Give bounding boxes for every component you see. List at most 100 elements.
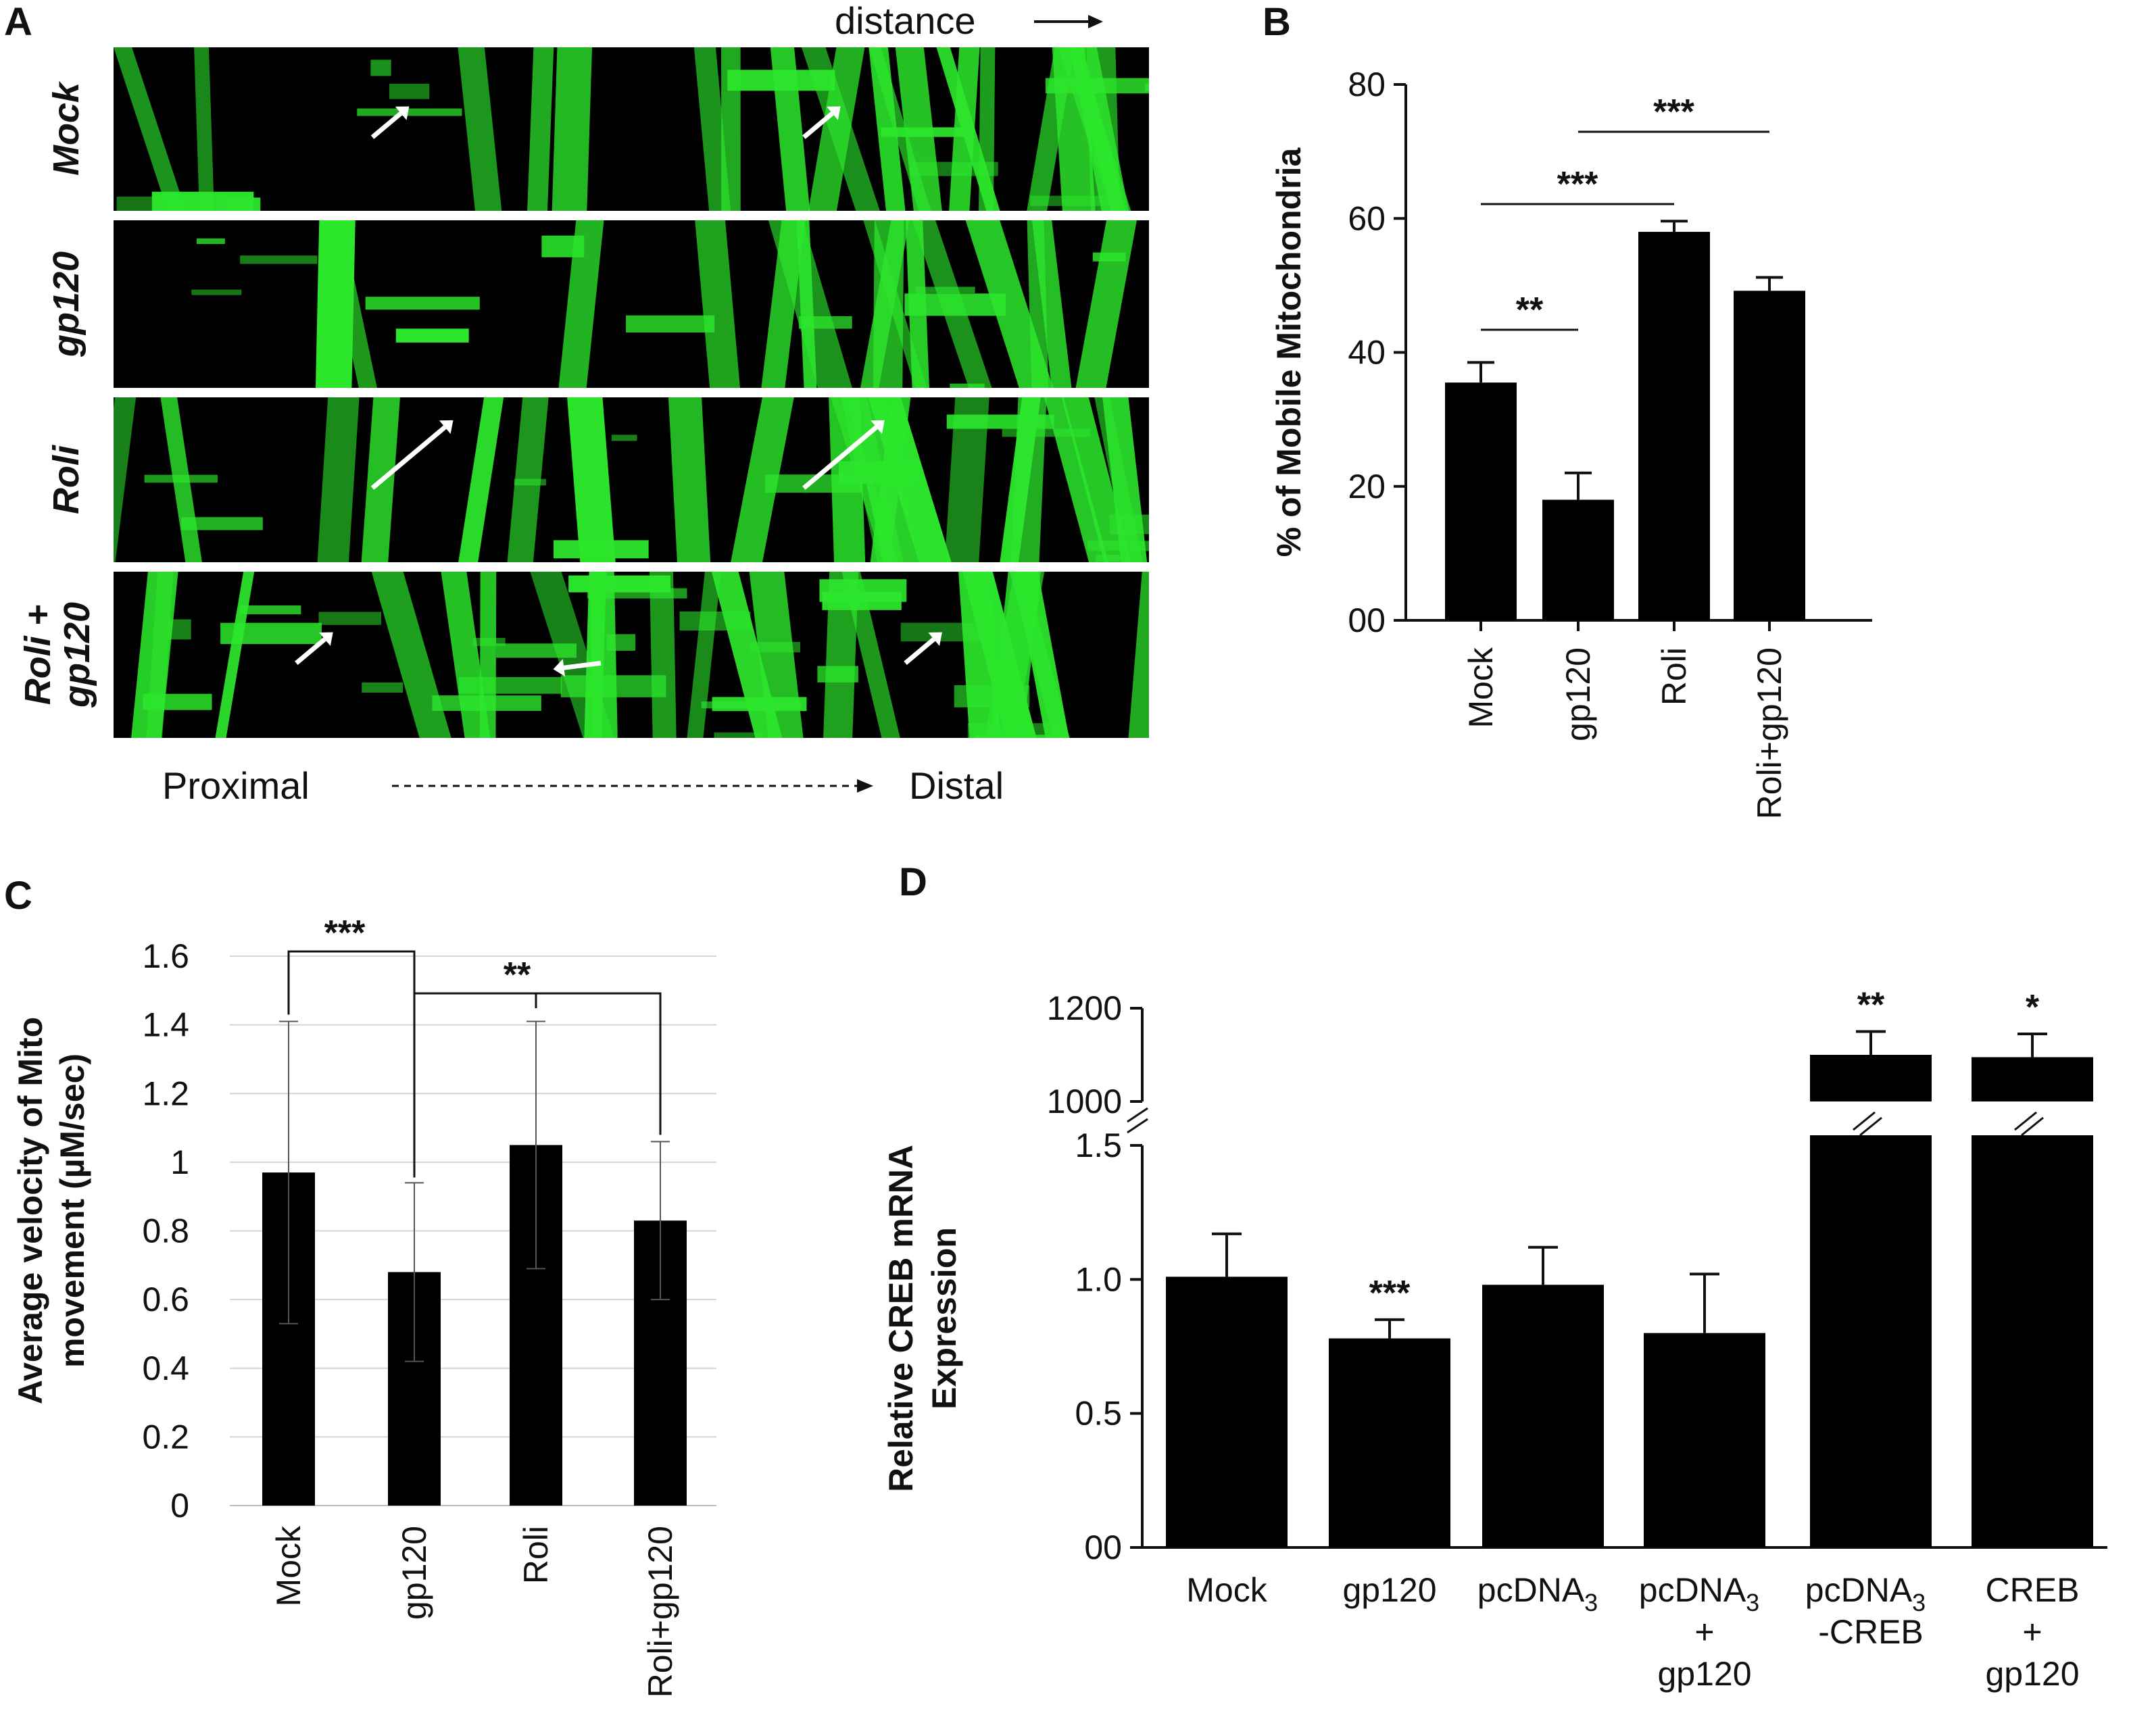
kymograph-streak	[761, 220, 806, 388]
panel-c-letter: C	[4, 874, 32, 918]
y-tick-label: 60	[1348, 199, 1386, 237]
bar-1	[1542, 499, 1614, 620]
kymograph-blob	[432, 695, 541, 711]
kymograph-blob	[458, 676, 562, 694]
panel-a-letter: A	[4, 0, 32, 44]
kymograph-arrow-icon	[370, 111, 403, 139]
kymograph-streak	[552, 47, 593, 211]
x-category-label-part: pcDNA	[1805, 1571, 1913, 1609]
significance-label: ***	[1557, 165, 1598, 204]
y-tick-label: 1.6	[142, 937, 189, 975]
kymograph-streak	[558, 220, 604, 388]
kymograph-blob	[144, 474, 218, 483]
y-tick-label: 00	[1084, 1529, 1122, 1566]
kymograph-streak	[944, 397, 989, 562]
kymograph-streak	[668, 397, 711, 562]
kymograph-arrow-icon	[563, 660, 602, 670]
bar-break-mark	[2014, 1111, 2037, 1131]
kymograph-streak	[317, 397, 360, 562]
kymograph-blob	[701, 701, 802, 709]
kymograph-blob	[819, 579, 907, 602]
distal-label: Distal	[909, 764, 1004, 807]
kymograph-blob	[611, 435, 637, 441]
y-axis-title-line: movement (µM/sec)	[53, 1053, 91, 1368]
x-category-label-part: pcDNA	[1639, 1571, 1746, 1609]
kymograph-blob	[143, 693, 212, 710]
y-tick-label: 1200	[1047, 989, 1122, 1027]
x-category-label: Mock	[1186, 1571, 1267, 1609]
chart-b: 00 20 40 60 80 % of Mobile Mitochondria Mock gp…	[1270, 66, 1872, 819]
y-tick-label: 1	[170, 1143, 189, 1181]
axis-break-mark	[1127, 1107, 1148, 1123]
panel-b-letter: B	[1263, 0, 1291, 44]
chart-c: 0 0.2 0.4 0.6 0.8 1 1.2 1.4 1.6 Average velocity …	[11, 914, 716, 1697]
x-category-label-subscript: 3	[1912, 1589, 1926, 1616]
bar-3	[1644, 1333, 1765, 1547]
x-category-label: pcDNA3	[1477, 1571, 1598, 1616]
kymograph-arrowhead-icon	[439, 420, 454, 435]
kymograph-blob	[1096, 554, 1122, 562]
x-category-label: +	[2022, 1613, 2042, 1651]
x-category-label: gp120	[395, 1526, 433, 1620]
kymograph-streak	[841, 572, 900, 738]
bar-4-lower	[1810, 1135, 1932, 1547]
y-axis-title-line: Relative CREB mRNA	[882, 1145, 920, 1492]
axis-break-mark	[1127, 1118, 1148, 1134]
bar-2	[1482, 1285, 1604, 1547]
kymograph-blob	[1030, 195, 1123, 206]
kymograph-streak	[823, 572, 859, 738]
x-category-label: gp120	[1657, 1655, 1751, 1693]
x-category-label-subscript: 3	[1746, 1589, 1759, 1616]
kymograph-arrowhead-icon	[928, 632, 942, 646]
kymograph-row-label-3: Roli +gp120	[18, 602, 97, 708]
x-category-label: Roli+gp120	[1751, 647, 1788, 819]
kymograph-arrowhead-icon	[319, 632, 333, 646]
kymograph-streak	[114, 397, 137, 562]
kymograph-blob	[1087, 541, 1149, 551]
x-category-label: Mock	[270, 1525, 308, 1606]
kymograph-streak	[749, 572, 804, 738]
kymograph-blob	[727, 70, 835, 91]
kymograph-3-signal	[131, 572, 1149, 738]
kymograph-blob	[1145, 83, 1149, 91]
kymograph-row-label-1: gp120	[46, 251, 87, 357]
row-label-line: Mock	[46, 80, 87, 176]
y-axis-title: Average velocity of Mito movement (µM/sec…	[11, 1017, 91, 1404]
kymograph-arrow-icon	[904, 637, 935, 665]
y-tick-label: 20	[1348, 468, 1386, 505]
kymograph-blob	[362, 682, 403, 693]
y-tick-label: 1.4	[142, 1006, 189, 1044]
kymograph-blob	[1002, 428, 1091, 437]
x-category-label: Mock	[1462, 647, 1500, 728]
y-tick-label: 0.2	[142, 1418, 189, 1456]
kymograph-arrowhead-icon	[871, 420, 885, 435]
kymograph-streak	[458, 397, 504, 562]
kymograph-streak	[1000, 397, 1041, 562]
y-tick-label: 1.0	[1075, 1260, 1122, 1298]
y-tick-label: 0.4	[142, 1349, 189, 1387]
y-tick-label: 0.5	[1075, 1395, 1122, 1433]
y-tick-label: 0.8	[142, 1212, 189, 1250]
kymograph-streak	[1086, 47, 1120, 211]
bar-4-upper	[1810, 1055, 1932, 1101]
kymograph-blob	[838, 461, 917, 484]
significance-label: ***	[1369, 1274, 1411, 1313]
x-category-label-subscript: 3	[1584, 1589, 1598, 1616]
kymograph-streak	[1031, 220, 1072, 388]
kymograph-streak	[371, 572, 451, 738]
kymograph-blob	[798, 316, 852, 329]
kymograph-arrow-icon	[802, 111, 834, 139]
x-category-label: -CREB	[1818, 1613, 1924, 1651]
kymograph-blob	[181, 517, 263, 530]
x-category-label: gp120	[1559, 647, 1597, 741]
kymograph-streak	[527, 47, 554, 211]
kymograph-blob	[196, 238, 225, 245]
kymograph-blob	[357, 108, 462, 116]
kymograph-blob	[946, 414, 1054, 429]
kymograph-blob	[750, 641, 800, 653]
kymograph-blob	[950, 383, 985, 388]
significance-bracket	[287, 950, 416, 1178]
bar-2	[1638, 232, 1710, 620]
kymograph-blob	[881, 127, 966, 137]
